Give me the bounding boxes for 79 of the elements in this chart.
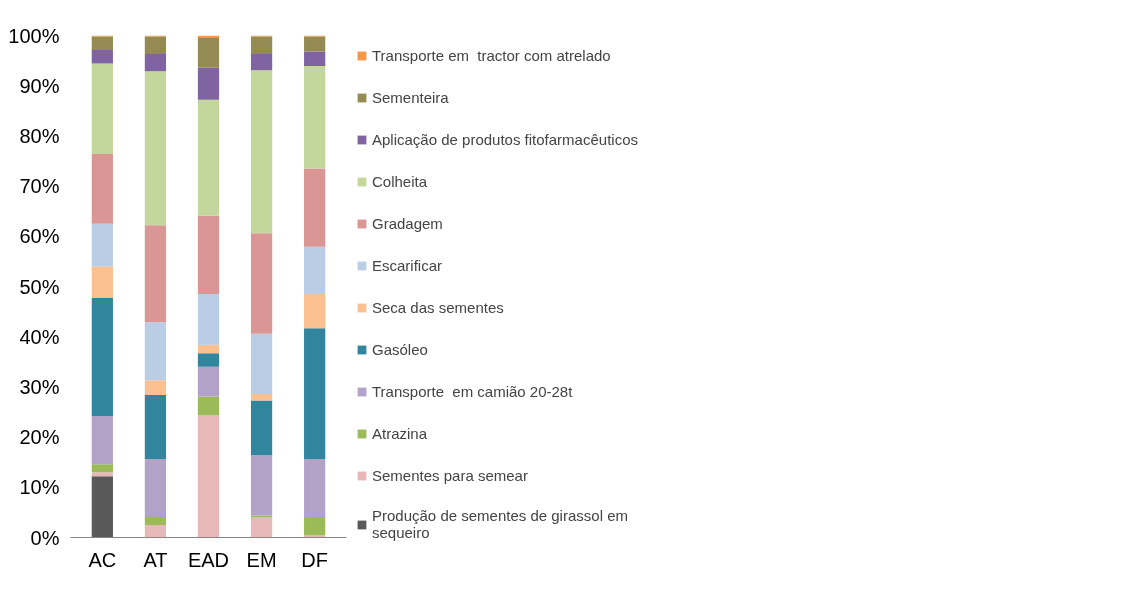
legend-label: Sementes para semear	[372, 465, 528, 485]
bar	[304, 535, 326, 538]
bar	[197, 294, 220, 345]
bar	[91, 50, 113, 64]
bar	[144, 394, 167, 460]
bar	[197, 415, 220, 538]
bar	[91, 153, 113, 224]
y-tick-label: 70%	[19, 175, 60, 198]
x-tick-label: DF	[301, 548, 328, 571]
y-tick-label: 10%	[19, 476, 60, 499]
bar	[250, 70, 273, 234]
bar	[197, 344, 220, 354]
legend-label: Escarificar	[372, 255, 443, 275]
bar	[304, 66, 326, 169]
bar	[197, 353, 220, 367]
bar	[91, 476, 113, 538]
bar	[304, 36, 326, 52]
bar	[250, 333, 273, 394]
bar	[250, 36, 273, 55]
bar	[91, 266, 113, 299]
x-tick-label: EM	[246, 548, 277, 571]
bar	[197, 38, 220, 68]
bar	[144, 36, 167, 55]
y-tick-label: 40%	[19, 325, 60, 348]
bar	[304, 246, 326, 295]
bar	[197, 366, 220, 397]
bar	[197, 99, 220, 216]
legend-label: Atrazina	[372, 423, 428, 443]
bar	[144, 516, 167, 525]
bar	[91, 416, 113, 465]
bar	[144, 459, 167, 517]
bar	[144, 524, 167, 538]
bar	[250, 515, 273, 518]
bar	[91, 298, 113, 417]
bar	[304, 168, 326, 247]
x-tick-label: EAD	[187, 548, 230, 571]
y-tick-label: 30%	[19, 375, 60, 398]
bar	[304, 459, 326, 517]
bar	[250, 455, 273, 516]
bar	[304, 328, 326, 460]
bar	[91, 63, 113, 154]
y-tick-label: 100%	[8, 24, 60, 47]
bar	[250, 54, 273, 71]
legend-label: Gasóleo	[372, 339, 428, 359]
y-tick-label: 0%	[30, 526, 60, 549]
bar	[91, 472, 113, 477]
bar	[144, 380, 167, 395]
x-tick-label: AC	[88, 548, 117, 571]
bar	[250, 517, 273, 538]
y-tick-label: 20%	[19, 426, 60, 449]
bar	[91, 36, 113, 51]
legend-label: Aplicação de produtos fitofarmacêuticos	[372, 129, 638, 149]
bar	[91, 464, 113, 473]
bar	[144, 322, 167, 381]
legend-label: Colheita	[372, 171, 428, 191]
bar	[304, 294, 326, 329]
y-tick-label: 90%	[19, 74, 60, 97]
bar	[250, 233, 273, 334]
bar	[197, 67, 220, 100]
bar	[250, 400, 273, 456]
bar	[144, 71, 167, 226]
legend-label: Seca das sementes	[372, 297, 504, 317]
bar	[144, 225, 167, 323]
legend-label: Produção de sementes de girassol em sequeiro	[372, 507, 628, 541]
legend-label: Sementeira	[372, 87, 449, 107]
bar	[144, 54, 167, 72]
legend-label: Transporte em tractor com atrelado	[372, 45, 611, 65]
bar	[91, 223, 113, 267]
y-tick-label: 60%	[19, 225, 60, 248]
bar	[250, 393, 273, 401]
bar	[197, 215, 220, 295]
y-tick-label: 50%	[19, 275, 60, 298]
bar	[304, 51, 326, 67]
legend-label: Gradagem	[372, 213, 443, 233]
x-tick-label: AT	[143, 548, 168, 571]
bar	[304, 516, 326, 536]
y-tick-label: 80%	[19, 124, 60, 147]
bar	[197, 396, 220, 416]
legend-label: Transporte em camião 20-28t	[372, 381, 573, 401]
